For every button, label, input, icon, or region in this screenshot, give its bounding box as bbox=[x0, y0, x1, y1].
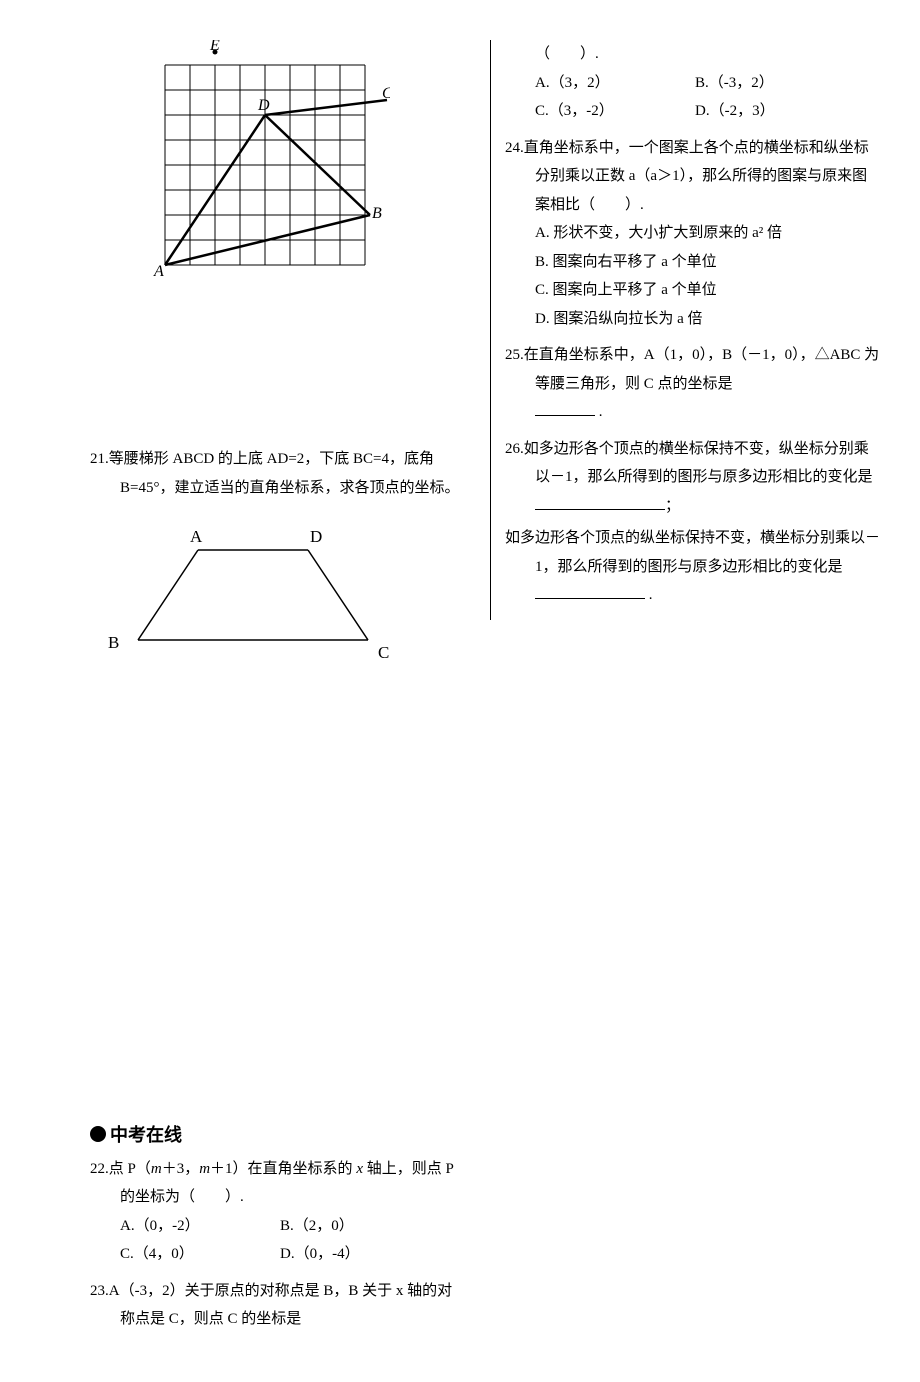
bullet-icon bbox=[90, 1126, 106, 1142]
trap-D: D bbox=[310, 527, 322, 546]
label-B: B bbox=[372, 205, 382, 222]
q23-optC: C.（3，-2） bbox=[535, 97, 695, 126]
q23-optD: D.（-2，3） bbox=[695, 97, 855, 126]
q26-text2: 如多边形各个顶点的纵坐标保持不变，横坐标分别乘以－1，那么所得到的图形与原多边形… bbox=[505, 530, 880, 575]
q23-text: A（-3，2）关于原点的对称点是 B，B 关于 x 轴的对称点是 C，则点 C … bbox=[109, 1283, 452, 1328]
label-E: E bbox=[209, 40, 220, 54]
grid-figure: E C D B A bbox=[150, 40, 465, 285]
grid-svg: E C D B A bbox=[150, 40, 390, 280]
q26-blank2 bbox=[535, 583, 645, 600]
left-column: E C D B A 21.等腰梯形 ABCD 的上底 AD=2，下底 BC=4，… bbox=[90, 40, 485, 1342]
q25-num: 25. bbox=[505, 347, 524, 363]
q26-num: 26. bbox=[505, 441, 524, 457]
q22-m2: m bbox=[199, 1161, 210, 1177]
q22-optA: A.（0，-2） bbox=[120, 1212, 280, 1241]
q24-optB: B. 图案向右平移了 a 个单位 bbox=[535, 248, 880, 277]
q23-optB: B.（-3，2） bbox=[695, 69, 855, 98]
q23-num: 23. bbox=[90, 1283, 109, 1299]
q21-text: 等腰梯形 ABCD 的上底 AD=2，下底 BC=4，底角 B=45°，建立适当… bbox=[109, 451, 460, 496]
q23-paren: （ ）. bbox=[535, 46, 599, 62]
problem-23-tail: （ ）. A.（3，2） B.（-3，2） C.（3，-2） D.（-2，3） bbox=[505, 40, 880, 126]
q24-optA: A. 形状不变，大小扩大到原来的 a² 倍 bbox=[535, 219, 880, 248]
q23-options: A.（3，2） B.（-3，2） C.（3，-2） D.（-2，3） bbox=[505, 69, 880, 126]
problem-26: 26.如多边形各个顶点的横坐标保持不变，纵坐标分别乘以－1，那么所得到的图形与原… bbox=[505, 435, 880, 610]
problem-22: 22.点 P（m＋3，m＋1）在直角坐标系的 x 轴上，则点 P 的坐标为（ ）… bbox=[90, 1155, 465, 1269]
q22-num: 22. bbox=[90, 1161, 109, 1177]
section-title-text: 中考在线 bbox=[110, 1121, 182, 1147]
problem-25: 25.在直角坐标系中，A（1，0），B（－1，0），△ABC 为等腰三角形，则 … bbox=[505, 341, 880, 427]
q24-num: 24. bbox=[505, 140, 524, 156]
q22-optD: D.（0，-4） bbox=[280, 1240, 440, 1269]
q25-text: 在直角坐标系中，A（1，0），B（－1，0），△ABC 为等腰三角形，则 C 点… bbox=[524, 347, 879, 392]
problem-21: 21.等腰梯形 ABCD 的上底 AD=2，下底 BC=4，底角 B=45°，建… bbox=[90, 445, 465, 681]
q24-optD: D. 图案沿纵向拉长为 a 倍 bbox=[535, 305, 880, 334]
trapezoid-figure: A D B C bbox=[108, 520, 465, 681]
section-title: 中考在线 bbox=[90, 1121, 465, 1147]
label-C: C bbox=[382, 85, 390, 102]
page: E C D B A 21.等腰梯形 ABCD 的上底 AD=2，下底 BC=4，… bbox=[0, 0, 920, 1382]
q22-options: A.（0，-2） B.（2，0） C.（4，0） D.（0，-4） bbox=[90, 1212, 465, 1269]
problem-24: 24.直角坐标系中，一个图案上各个点的横坐标和纵坐标分别乘以正数 a（a＞1），… bbox=[505, 134, 880, 334]
q26-text1: 如多边形各个顶点的横坐标保持不变，纵坐标分别乘以－1，那么所得到的图形与原多边形… bbox=[524, 441, 873, 486]
label-A: A bbox=[153, 263, 164, 280]
label-D: D bbox=[257, 97, 270, 114]
trap-A: A bbox=[190, 527, 203, 546]
q26-blank1 bbox=[535, 493, 665, 510]
q24-options: A. 形状不变，大小扩大到原来的 a² 倍 B. 图案向右平移了 a 个单位 C… bbox=[505, 219, 880, 333]
q21-num: 21. bbox=[90, 451, 109, 467]
q22-optB: B.（2，0） bbox=[280, 1212, 440, 1241]
q24-text: 直角坐标系中，一个图案上各个点的横坐标和纵坐标分别乘以正数 a（a＞1），那么所… bbox=[524, 140, 869, 213]
q22-t1: 点 P（ bbox=[109, 1161, 151, 1177]
q22-optC: C.（4，0） bbox=[120, 1240, 280, 1269]
q25-period: . bbox=[595, 404, 603, 420]
q24-optC: C. 图案向上平移了 a 个单位 bbox=[535, 276, 880, 305]
right-column: （ ）. A.（3，2） B.（-3，2） C.（3，-2） D.（-2，3） … bbox=[485, 40, 880, 1342]
trap-C: C bbox=[378, 643, 389, 662]
q22-t3: ＋1）在直角坐标系的 bbox=[210, 1161, 356, 1177]
q22-x: x bbox=[356, 1161, 363, 1177]
q22-m1: m bbox=[151, 1161, 162, 1177]
q25-blank bbox=[535, 400, 595, 417]
trap-B: B bbox=[108, 633, 119, 652]
q22-t2: ＋3， bbox=[162, 1161, 200, 1177]
q26-semi: ； bbox=[665, 498, 680, 514]
problem-23-head: 23.A（-3，2）关于原点的对称点是 B，B 关于 x 轴的对称点是 C，则点… bbox=[90, 1277, 465, 1334]
q26-period: . bbox=[645, 587, 653, 603]
q23-optA: A.（3，2） bbox=[535, 69, 695, 98]
